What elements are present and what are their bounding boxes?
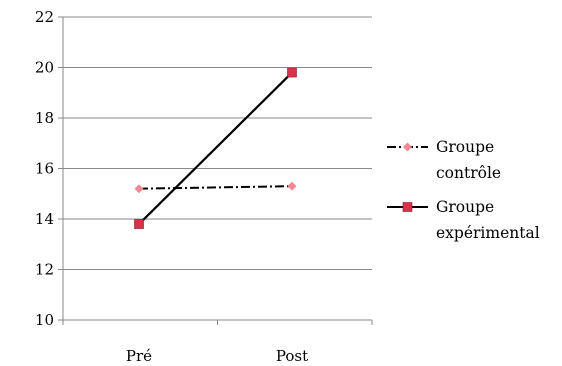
series-1-point-1 <box>134 184 144 194</box>
legend-marker-1 <box>403 142 412 152</box>
gridlines <box>63 16 372 270</box>
y-axis-ticks: 10 12 14 16 18 20 22 <box>35 8 63 329</box>
y-tick-label-10: 10 <box>35 311 54 329</box>
y-tick-label-22: 22 <box>35 8 54 26</box>
legend-marker-2 <box>402 202 413 212</box>
x-axis-ticks: Pré Post <box>62 320 373 365</box>
legend: Groupe contrôle Groupe expérimental <box>387 138 540 242</box>
x-tick-label-2: Post <box>276 347 308 365</box>
series-line-1 <box>138 185 293 190</box>
legend-label-2-line-2: expérimental <box>436 224 540 242</box>
series-lines <box>134 67 297 229</box>
y-tick-label-20: 20 <box>35 59 54 77</box>
x-tick-label-1: Pré <box>126 347 152 365</box>
series-line-2 <box>138 71 293 225</box>
series-1-point-2 <box>287 181 297 191</box>
legend-label-2-line-1: Groupe <box>436 198 494 216</box>
y-tick-label-14: 14 <box>35 210 54 228</box>
y-tick-label-12: 12 <box>35 261 54 279</box>
y-tick-label-18: 18 <box>35 109 54 127</box>
y-tick-label-16: 16 <box>35 160 54 178</box>
series-2-point-1 <box>134 219 144 229</box>
legend-label-1-line-1: Groupe <box>436 138 494 156</box>
legend-label-1-line-2: contrôle <box>436 164 501 182</box>
series-2-point-2 <box>287 67 297 78</box>
